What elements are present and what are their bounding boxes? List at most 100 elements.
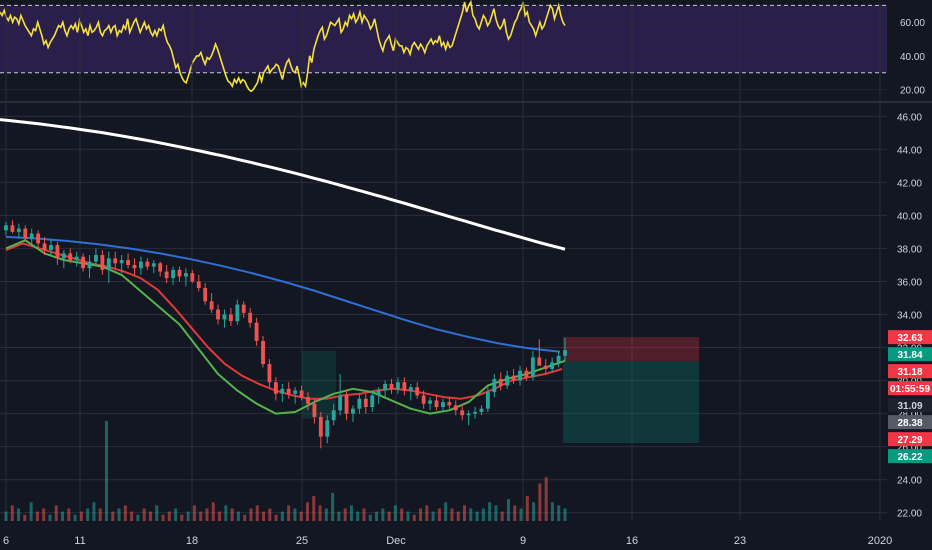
candle-body xyxy=(23,228,28,239)
volume-bar xyxy=(186,511,190,521)
price-tick-label: 40.00 xyxy=(897,211,922,222)
volume-bar xyxy=(4,511,8,521)
candle-body xyxy=(145,261,150,267)
volume-bar xyxy=(79,511,83,521)
candle-body xyxy=(415,387,420,396)
volume-bar xyxy=(400,508,404,521)
volume-bar xyxy=(236,511,240,521)
rsi-band-fill xyxy=(0,5,887,73)
volume-bar xyxy=(123,505,127,521)
candle-body xyxy=(396,382,400,389)
candle-body xyxy=(376,390,381,396)
candle-body xyxy=(511,375,516,381)
candle-body xyxy=(132,264,137,269)
price-badge-label: 01:55:59 xyxy=(890,384,930,395)
price-badges: 32.6331.8431.1801:55:5931.0928.3827.2926… xyxy=(888,330,932,464)
rsi-tick-label: 40.00 xyxy=(900,52,925,63)
candle-body xyxy=(383,383,388,391)
volume-bars xyxy=(4,421,567,521)
volume-bar xyxy=(463,505,467,521)
candle-body xyxy=(139,261,143,269)
short-position-tool[interactable] xyxy=(302,337,699,444)
volume-bar xyxy=(324,508,328,521)
volume-bar xyxy=(35,511,39,521)
candle-body xyxy=(267,364,272,383)
candle-body xyxy=(338,395,343,411)
candle-body xyxy=(312,403,317,417)
price-badge-label: 27.29 xyxy=(897,435,922,446)
moving-average-line xyxy=(5,235,561,353)
candle-body xyxy=(318,416,323,437)
volume-bar xyxy=(224,505,228,521)
candle-body xyxy=(190,273,195,282)
volume-bar xyxy=(111,511,115,521)
candle-body xyxy=(530,357,535,378)
candle-body xyxy=(29,233,34,239)
time-tick-label: 11 xyxy=(74,535,85,547)
candle-body xyxy=(254,322,259,341)
candle-body xyxy=(473,411,477,414)
candle-body xyxy=(550,362,555,370)
candle-body xyxy=(100,255,105,270)
volume-bar xyxy=(199,511,203,521)
candle-body xyxy=(248,312,253,323)
price-badge xyxy=(888,415,932,430)
volume-bar xyxy=(513,505,517,521)
time-axis[interactable]: 6 11 18 25 Dec 9 16 23 2020 xyxy=(3,535,892,547)
price-badge-label: 26.22 xyxy=(897,452,922,463)
volume-bar xyxy=(10,505,14,521)
candle-body xyxy=(49,245,53,251)
volume-bar xyxy=(61,511,65,521)
candle-body xyxy=(222,314,227,320)
volume-bar xyxy=(412,514,416,521)
candle-body xyxy=(505,375,510,386)
moving-average-line xyxy=(5,239,566,415)
volume-bar xyxy=(550,502,554,521)
candle-body xyxy=(428,400,432,404)
price-badge-label: 31.84 xyxy=(897,350,922,361)
candle-body xyxy=(261,340,265,365)
candle-body xyxy=(543,365,548,370)
volume-bar xyxy=(155,505,159,521)
candle-body xyxy=(68,253,73,260)
candle-body xyxy=(306,397,310,404)
volume-bar xyxy=(431,511,435,521)
volume-bar xyxy=(268,508,272,521)
candle-body xyxy=(344,395,349,414)
volume-bar xyxy=(356,511,360,521)
volume-bar xyxy=(349,505,353,521)
price-tick-label: 22.00 xyxy=(897,509,922,520)
candle-body xyxy=(203,288,208,302)
volume-bar xyxy=(287,505,291,521)
candle-body xyxy=(518,370,522,381)
candle-body xyxy=(453,405,458,411)
rsi-line xyxy=(0,0,566,93)
volume-bar xyxy=(387,511,391,521)
candle-body xyxy=(537,357,542,366)
candle-body xyxy=(563,350,567,356)
time-tick-label: 9 xyxy=(520,535,526,547)
volume-bar xyxy=(230,508,234,521)
price-badge xyxy=(888,330,932,345)
volume-bar xyxy=(86,508,90,521)
candle-body xyxy=(325,420,330,437)
candle-body xyxy=(286,388,291,394)
candle-body xyxy=(55,245,60,259)
volume-bar xyxy=(450,508,454,521)
volume-bar xyxy=(167,511,171,521)
volume-bar xyxy=(437,508,441,521)
highlight-zone xyxy=(302,350,336,419)
volume-bar xyxy=(305,502,309,521)
volume-bar xyxy=(544,477,548,521)
candle-body xyxy=(228,314,233,322)
volume-bar xyxy=(337,511,341,521)
volume-bar xyxy=(481,508,485,521)
volume-bar xyxy=(130,511,134,521)
candle-body xyxy=(94,255,98,262)
candle-body xyxy=(492,378,497,393)
candle-body xyxy=(16,228,21,232)
volume-bar xyxy=(29,502,33,521)
price-tick-label: 42.00 xyxy=(897,178,922,189)
candle-body xyxy=(61,253,66,259)
